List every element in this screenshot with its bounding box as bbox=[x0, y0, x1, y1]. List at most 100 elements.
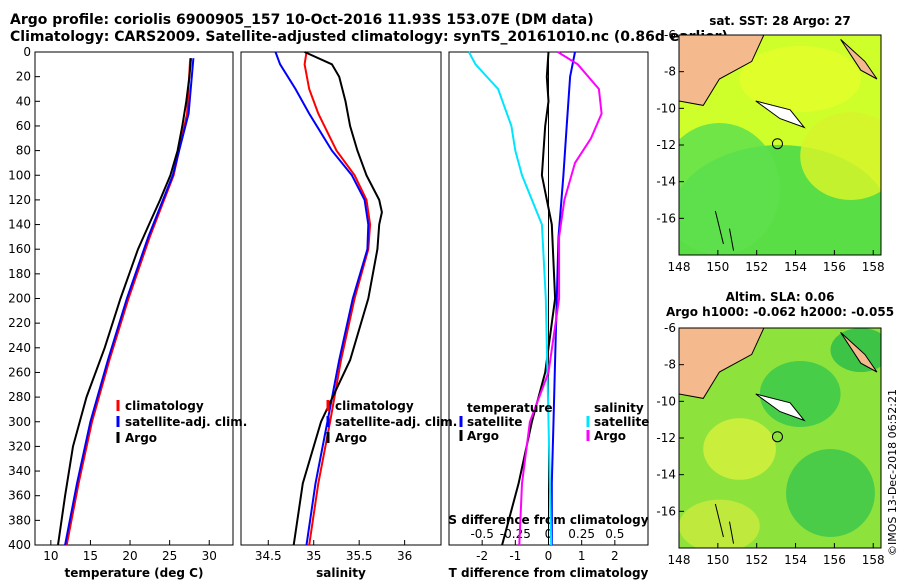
map-lon-tick-label: 152 bbox=[745, 553, 768, 567]
land-mass bbox=[679, 35, 765, 106]
temp-x-tick-label: 10 bbox=[43, 549, 58, 563]
chart-title-line1: Argo profile: coriolis 6900905_157 10-Oc… bbox=[10, 12, 594, 28]
map-lat-tick-label: -6 bbox=[664, 28, 676, 42]
sdiff-tick-label: 0 bbox=[545, 527, 553, 541]
sal-x-tick-label: 36 bbox=[397, 549, 412, 563]
argo-location-marker bbox=[771, 431, 783, 443]
sal-x-tick-label: 35 bbox=[306, 549, 321, 563]
sst-map-title: sat. SST: 28 Argo: 27 bbox=[709, 14, 851, 28]
temp-legend-label: Argo bbox=[125, 431, 157, 445]
depth-tick-label: 320 bbox=[8, 439, 31, 453]
map-lat-tick-label: -12 bbox=[656, 138, 676, 152]
map-color-region bbox=[786, 449, 875, 537]
depth-tick-label: 340 bbox=[8, 464, 31, 478]
temp-x-tick-label: 20 bbox=[122, 549, 137, 563]
sal-line-2 bbox=[292, 51, 383, 546]
depth-tick-label: 160 bbox=[8, 242, 31, 256]
diff-legend-right-label: Argo bbox=[594, 429, 626, 443]
sla-map-title: Altim. SLA: 0.06 bbox=[726, 290, 835, 304]
land-mass bbox=[840, 332, 878, 373]
map-lat-tick-label: -10 bbox=[656, 101, 676, 115]
sal-legend-label: climatology bbox=[335, 399, 414, 413]
map-lon-tick-label: 152 bbox=[745, 260, 768, 274]
temp-axis-label: temperature (deg C) bbox=[65, 566, 204, 580]
depth-tick-label: 400 bbox=[8, 538, 31, 552]
panel-frame-2 bbox=[240, 51, 442, 546]
tdiff-axis-label: T difference from climatology bbox=[449, 566, 649, 580]
map-field-2 bbox=[679, 328, 881, 548]
diff-line-3 bbox=[518, 51, 603, 546]
island-chain bbox=[755, 100, 806, 129]
tdiff-x-tick-label: -1 bbox=[509, 549, 521, 563]
sla-map-subtitle: Argo h1000: -0.062 h2000: -0.055 bbox=[666, 305, 894, 319]
map-lon-tick-label: 150 bbox=[706, 553, 729, 567]
map-color-region bbox=[679, 499, 760, 548]
diff-legend-left-label: satellite bbox=[467, 415, 522, 429]
depth-tick-label: 300 bbox=[8, 415, 31, 429]
map-lon-tick-label: 156 bbox=[823, 260, 846, 274]
map-lon-tick-label: 148 bbox=[668, 260, 691, 274]
map-lon-tick-label: 150 bbox=[706, 260, 729, 274]
tdiff-x-tick-label: 1 bbox=[578, 549, 586, 563]
depth-tick-label: 380 bbox=[8, 513, 31, 527]
temp-line-0 bbox=[65, 58, 192, 546]
sdiff-tick-label: -0.25 bbox=[500, 527, 531, 541]
reef-outline bbox=[714, 210, 735, 251]
map-lat-tick-label: -12 bbox=[656, 431, 676, 445]
map-lat-tick-label: -16 bbox=[656, 504, 676, 518]
tdiff-x-tick-label: -2 bbox=[476, 549, 488, 563]
map-lon-tick-label: 158 bbox=[862, 553, 885, 567]
reef-outline bbox=[714, 503, 735, 544]
map-color-region bbox=[739, 46, 861, 112]
land-mass bbox=[679, 328, 765, 399]
sdiff-tick-label: 0.25 bbox=[568, 527, 595, 541]
diff-line-1 bbox=[501, 51, 557, 546]
sdiff-tick-label: 0.5 bbox=[605, 527, 624, 541]
map-field-1 bbox=[679, 35, 881, 255]
sal-legend-label: Argo bbox=[335, 431, 367, 445]
temp-legend-label: climatology bbox=[125, 399, 204, 413]
depth-tick-label: 60 bbox=[16, 119, 31, 133]
panel-frame-1 bbox=[34, 51, 234, 546]
map-color-region bbox=[703, 418, 776, 480]
depth-tick-label: 120 bbox=[8, 193, 31, 207]
map-lon-tick-label: 156 bbox=[823, 553, 846, 567]
tdiff-x-tick-label: 2 bbox=[611, 549, 619, 563]
temp-line-1 bbox=[64, 58, 195, 546]
map-color-region bbox=[679, 123, 780, 255]
sdiff-tick-label: -0.5 bbox=[470, 527, 493, 541]
temp-legend-label: satellite-adj. clim. bbox=[125, 415, 247, 429]
sal-axis-label: salinity bbox=[316, 566, 366, 580]
map-lat-tick-label: -8 bbox=[664, 358, 676, 372]
map-lat-tick-label: -16 bbox=[656, 211, 676, 225]
map-lat-tick-label: -14 bbox=[656, 175, 676, 189]
imos-credit: ©IMOS 13-Dec-2018 06:52:21 bbox=[886, 389, 899, 556]
sal-line-0 bbox=[303, 51, 372, 546]
sal-line-1 bbox=[274, 51, 370, 546]
diff-legend-temp-header: temperature bbox=[467, 401, 552, 415]
map-lon-tick-label: 154 bbox=[784, 260, 807, 274]
diff-legend-right-label: satellite bbox=[594, 415, 649, 429]
argo-location-marker bbox=[771, 138, 783, 150]
depth-tick-label: 360 bbox=[8, 489, 31, 503]
map-lon-tick-label: 158 bbox=[862, 260, 885, 274]
diff-line-0 bbox=[550, 51, 576, 545]
depth-tick-label: 80 bbox=[16, 144, 31, 158]
map-lat-tick-label: -14 bbox=[656, 468, 676, 482]
sal-legend-label: satellite-adj. clim. bbox=[335, 415, 457, 429]
depth-tick-label: 240 bbox=[8, 341, 31, 355]
land-mass bbox=[840, 39, 878, 80]
map-lat-tick-label: -8 bbox=[664, 65, 676, 79]
depth-tick-label: 280 bbox=[8, 390, 31, 404]
map-color-region bbox=[830, 328, 881, 372]
map-lon-tick-label: 148 bbox=[668, 553, 691, 567]
depth-tick-label: 0 bbox=[23, 45, 31, 59]
map-lon-tick-label: 154 bbox=[784, 553, 807, 567]
sdiff-axis-label: S difference from climatology bbox=[448, 513, 648, 527]
depth-tick-label: 140 bbox=[8, 218, 31, 232]
tdiff-x-tick-label: 0 bbox=[545, 549, 553, 563]
temp-x-tick-label: 25 bbox=[162, 549, 177, 563]
sal-x-tick-label: 34.5 bbox=[255, 549, 282, 563]
temp-x-tick-label: 15 bbox=[83, 549, 98, 563]
